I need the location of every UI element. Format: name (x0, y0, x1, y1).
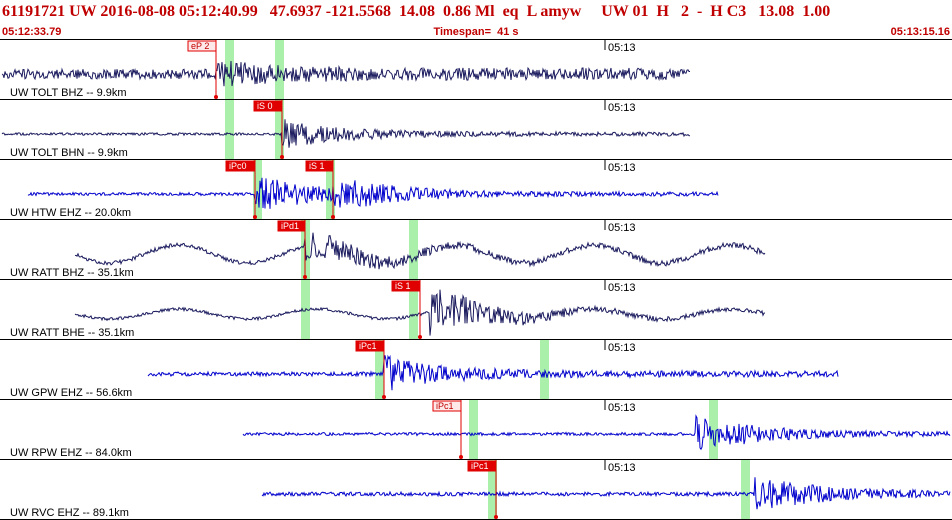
channel-label: UW GPW EHZ -- 56.6km (10, 387, 132, 399)
phase-window (540, 340, 549, 400)
pick-flag[interactable] (432, 400, 462, 412)
pick-flag[interactable] (355, 340, 385, 352)
channel-label: UW RATT BHE -- 35.1km (10, 327, 134, 339)
channel-label: UW TOLT BHZ -- 9.9km (10, 87, 127, 99)
pick-label: iPc1 (436, 401, 454, 411)
phase-window (409, 280, 418, 340)
trace-row[interactable]: iPc1 05:13 UW RPW EHZ -- 84.0km (0, 400, 952, 460)
pick-flag[interactable] (391, 280, 421, 292)
time-tick-label: 05:13 (608, 282, 636, 294)
channel-label: UW RPW EHZ -- 84.0km (10, 447, 132, 459)
channel-label: UW RATT BHZ -- 35.1km (10, 267, 134, 279)
phase-window (709, 400, 718, 460)
phase-window (375, 340, 384, 400)
channel-label: UW TOLT BHN -- 9.9km (10, 147, 128, 159)
time-tick-label: 05:13 (608, 462, 636, 474)
pick-flag[interactable] (187, 40, 217, 52)
phase-window (275, 40, 284, 100)
trace-row[interactable]: iS 0 05:13 UW TOLT BHN -- 9.9km (0, 100, 952, 160)
pick-dot (459, 455, 463, 459)
phase-window (469, 400, 478, 460)
trace-row[interactable]: iPd1 05:13 UW RATT BHZ -- 35.1km (0, 220, 952, 280)
pick-label: eP 2 (191, 41, 209, 51)
phase-window (225, 40, 234, 100)
time-tick-label: 05:13 (608, 42, 636, 54)
seismogram-panel[interactable]: eP 2 05:13 UW TOLT BHZ -- 9.9km iS 0 05:13 UW… (0, 40, 952, 520)
trace-row[interactable]: iPc0 iS 1 05:13 UW HTW EHZ -- 20.0km (0, 160, 952, 220)
pick-label: iPc0 (229, 161, 247, 171)
pick-label: iPc1 (471, 461, 489, 471)
phase-window (488, 460, 497, 520)
pick-dot (331, 215, 335, 219)
trace-row[interactable]: eP 2 05:13 UW TOLT BHZ -- 9.9km (0, 40, 952, 100)
pick-label: iPd1 (281, 221, 299, 231)
pick-dot (253, 215, 257, 219)
phase-window (253, 160, 262, 220)
pick-dot (494, 515, 498, 519)
pick-dot (303, 275, 307, 279)
pick-dot (418, 335, 422, 339)
waveform-trace (242, 414, 951, 451)
phase-window (275, 100, 284, 160)
pick-flag[interactable] (277, 220, 306, 232)
waveform-trace (261, 477, 951, 510)
timespan-label: Timespan= 41 s (433, 26, 519, 38)
event-header: 61191721 UW 2016-08-08 05:12:40.99 47.69… (0, 0, 952, 24)
pick-flag[interactable] (225, 160, 256, 172)
start-time: 05:12:33.79 (2, 26, 62, 38)
waveform-trace (1, 119, 691, 148)
pick-flag[interactable] (305, 160, 334, 172)
pick-dot (382, 395, 386, 399)
trace-row[interactable]: iS 1 05:13 UW RATT BHE -- 35.1km (0, 280, 952, 340)
pick-flag[interactable] (253, 100, 283, 112)
waveform-trace (74, 232, 766, 270)
channel-label: UW RVC EHZ -- 89.1km (10, 507, 129, 519)
waveform-trace (1, 60, 690, 87)
trace-row[interactable]: iPc1 05:13 UW RVC EHZ -- 89.1km (0, 460, 952, 520)
pick-dot (280, 155, 284, 159)
time-tick-label: 05:13 (608, 222, 636, 234)
event-summary-line: 61191721 UW 2016-08-08 05:12:40.99 47.69… (2, 3, 831, 20)
time-tick-label: 05:13 (608, 102, 636, 114)
phase-window (741, 460, 750, 520)
phase-window (409, 220, 418, 280)
time-tick-label: 05:13 (608, 402, 636, 414)
pick-label: iS 0 (257, 101, 273, 111)
pick-label: iS 1 (395, 281, 411, 291)
pick-dot (214, 95, 218, 99)
header-divider (0, 39, 952, 40)
time-tick-label: 05:13 (608, 342, 636, 354)
pick-label: iPc1 (359, 341, 377, 351)
waveform-trace (27, 177, 719, 209)
pick-flag[interactable] (467, 460, 497, 472)
time-tick-label: 05:13 (608, 162, 636, 174)
channel-label: UW HTW EHZ -- 20.0km (10, 207, 131, 219)
phase-window (326, 160, 335, 220)
pick-label: iS 1 (309, 161, 325, 171)
waveform-trace (147, 354, 839, 391)
trace-row[interactable]: iPc1 05:13 UW GPW EHZ -- 56.6km (0, 340, 952, 400)
end-time: 05:13:15.16 (890, 26, 950, 38)
phase-window (225, 100, 234, 160)
